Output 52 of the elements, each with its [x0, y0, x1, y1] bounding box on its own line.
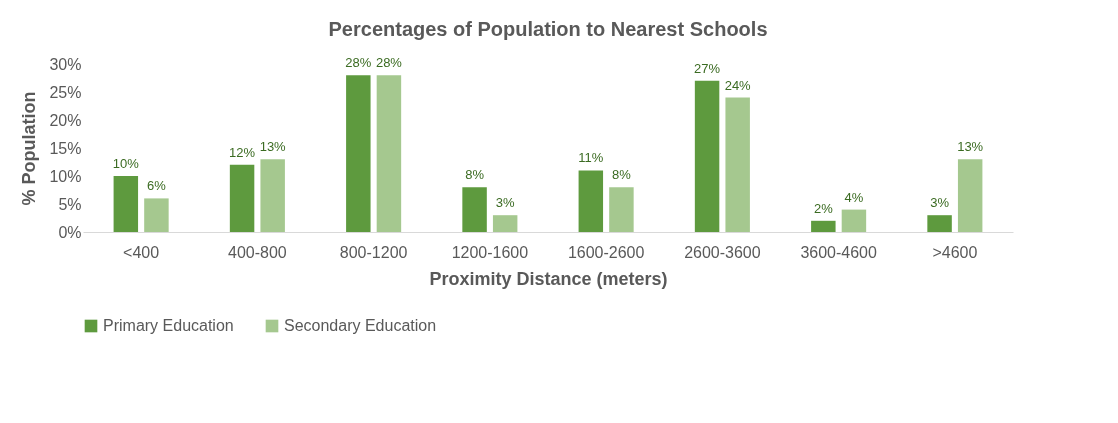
y-tick-label: 10% [49, 167, 82, 185]
bar [376, 75, 402, 232]
y-tick-label: 5% [58, 195, 82, 213]
x-tick-label: <400 [123, 243, 160, 261]
legend-label: Secondary Education [284, 317, 437, 334]
y-tick-label: 0% [58, 223, 82, 241]
y-axis-title: % Population [19, 91, 40, 206]
data-label: 13% [957, 139, 984, 155]
data-label: 4% [844, 189, 864, 205]
y-tick-label: 25% [49, 83, 82, 101]
data-label: 28% [345, 55, 372, 71]
data-label: 8% [465, 167, 485, 183]
data-label: 10% [112, 156, 140, 171]
bar [694, 80, 720, 232]
x-tick-label: 1600-2600 [567, 243, 645, 261]
x-tick-label: 400-800 [228, 243, 287, 261]
x-tick-label: >4600 [932, 243, 978, 261]
bar [609, 187, 634, 232]
data-label: 3% [930, 195, 950, 211]
data-label: 11% [578, 150, 604, 166]
bar [927, 215, 952, 232]
bar [957, 159, 983, 232]
x-tick-label: 800-1200 [339, 243, 408, 261]
legend-label: Primary Education [103, 317, 234, 334]
data-label: 28% [375, 55, 403, 71]
bar [113, 176, 139, 232]
data-label: 27% [694, 60, 721, 76]
data-label: 24% [724, 77, 752, 93]
data-label: 13% [259, 139, 287, 155]
data-label: 6% [147, 178, 167, 194]
bar [492, 215, 518, 232]
bar [229, 164, 255, 232]
y-tick-label: 30% [49, 55, 82, 73]
data-label: 3% [495, 195, 515, 211]
bar [144, 198, 169, 232]
y-tick-label: 20% [49, 111, 82, 129]
x-tick-label: 3600-4600 [800, 243, 877, 261]
bar [462, 187, 487, 232]
data-label: 2% [813, 200, 834, 216]
data-label: 12% [229, 144, 256, 160]
bar [346, 75, 371, 232]
x-tick-label: 2600-3600 [684, 243, 761, 261]
bar [260, 159, 285, 232]
bar [578, 170, 604, 232]
y-tick-label: 15% [49, 139, 82, 157]
x-axis-title: Proximity Distance (meters) [429, 268, 668, 289]
data-label: 8% [612, 167, 632, 183]
bar [841, 209, 867, 232]
bar [811, 220, 836, 232]
x-tick-label: 1200-1600 [451, 243, 529, 261]
chart-title: Percentages of Population to Nearest Schools [328, 18, 768, 40]
bar [725, 97, 750, 232]
